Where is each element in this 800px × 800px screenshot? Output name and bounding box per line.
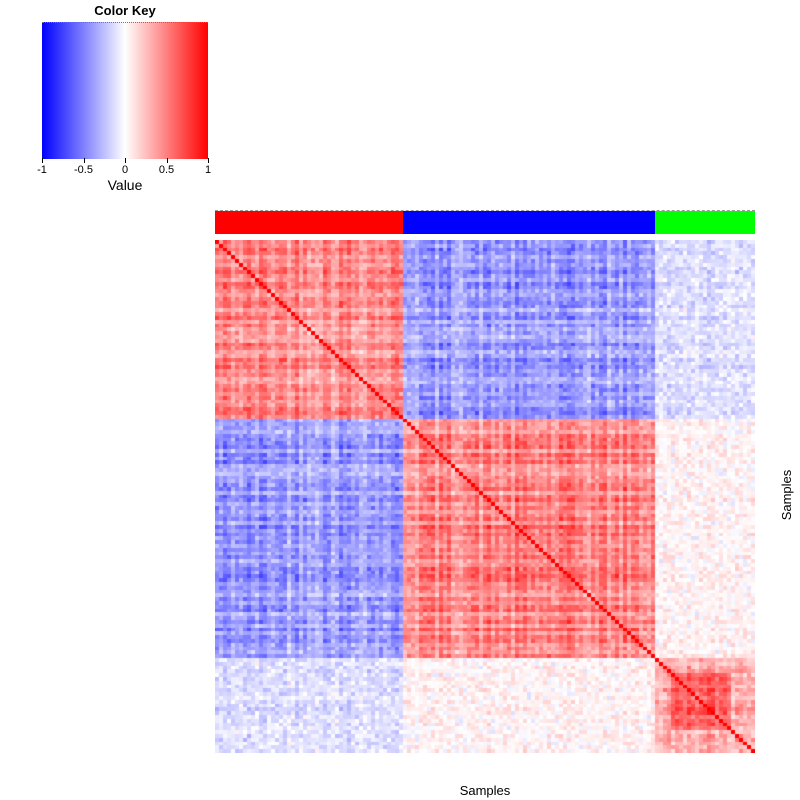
color-key-axis-ticks [42,158,209,164]
color-key-gradient [42,22,208,159]
color-key-axis-label: Value [107,177,143,193]
y-axis-label: Samples [779,469,794,521]
color-key-title: Color Key [94,3,156,18]
key-tick-label: -0.5 [74,164,93,176]
color-key-tick-labels: -1 -0.5 0 0.5 1 [37,164,212,178]
key-tick-label: 0.5 [158,164,175,176]
col-side-bar-segment-cluster-2 [403,211,655,234]
key-tick-mark [83,158,85,163]
key-tick-label: 1 [204,164,212,176]
key-tick-mark [208,158,209,163]
key-tick-mark [125,158,126,163]
column-side-colors-bar [215,210,755,234]
key-tick-label: -1 [37,164,47,176]
correlation-heatmap-canvas [215,240,755,753]
col-side-bar-segment-cluster-3 [655,211,755,234]
x-axis-label: Samples [459,783,511,798]
key-tick-label: 0 [121,164,129,176]
key-tick-mark [42,158,43,163]
key-tick-mark [166,158,168,163]
col-side-bar-segment-cluster-1 [215,211,403,234]
